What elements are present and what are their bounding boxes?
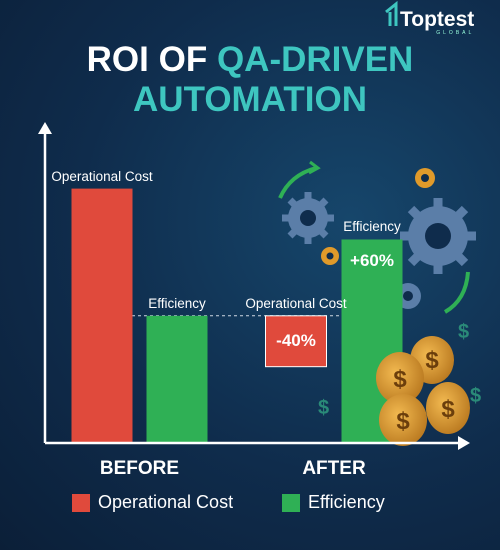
- bar-label: Efficiency: [343, 219, 401, 235]
- x-category-label: AFTER: [302, 458, 366, 479]
- logo: Toptest GLOBAL: [400, 8, 474, 36]
- svg-text:$: $: [441, 396, 455, 423]
- logo-tagline: GLOBAL: [436, 30, 475, 36]
- legend-label: Efficiency: [308, 492, 385, 512]
- axis: [38, 122, 470, 450]
- svg-text:$: $: [396, 408, 410, 435]
- legend-label: Operational Cost: [98, 492, 234, 512]
- dollar-decoration: $ $ $: [318, 321, 481, 419]
- legend-swatch: [72, 493, 90, 512]
- bar: [146, 315, 208, 443]
- svg-text:$: $: [425, 347, 439, 374]
- svg-text:$: $: [470, 385, 481, 407]
- title-highlight: QA-DRIVEN AUTOMATION: [133, 40, 414, 119]
- legend-swatch: [282, 493, 300, 512]
- legend-item: Operational Cost: [72, 492, 233, 513]
- gear-decoration: [321, 168, 435, 265]
- chart-title: ROI OF QA-DRIVEN AUTOMATION: [55, 40, 445, 120]
- x-category-label: BEFORE: [99, 458, 180, 479]
- value-label: -40%: [276, 331, 316, 351]
- gear-decoration: [282, 192, 476, 309]
- svg-text:$: $: [393, 366, 407, 393]
- title-lead: ROI OF: [86, 40, 208, 79]
- money-bag-decoration: $$$$: [376, 336, 470, 446]
- arrow-decoration: [278, 160, 470, 314]
- svg-text:$: $: [318, 397, 329, 419]
- bar-label: Efficiency: [148, 295, 206, 311]
- legend-item: Efficiency: [282, 492, 385, 513]
- bar: [265, 315, 327, 368]
- logo-mark: [385, 0, 398, 26]
- bar-label: Operational Cost: [245, 295, 347, 311]
- svg-text:$: $: [458, 321, 469, 343]
- bar-label: Operational Cost: [51, 168, 153, 184]
- value-label: +60%: [350, 251, 394, 271]
- logo-name: Toptest: [400, 8, 475, 31]
- bar: [71, 188, 133, 443]
